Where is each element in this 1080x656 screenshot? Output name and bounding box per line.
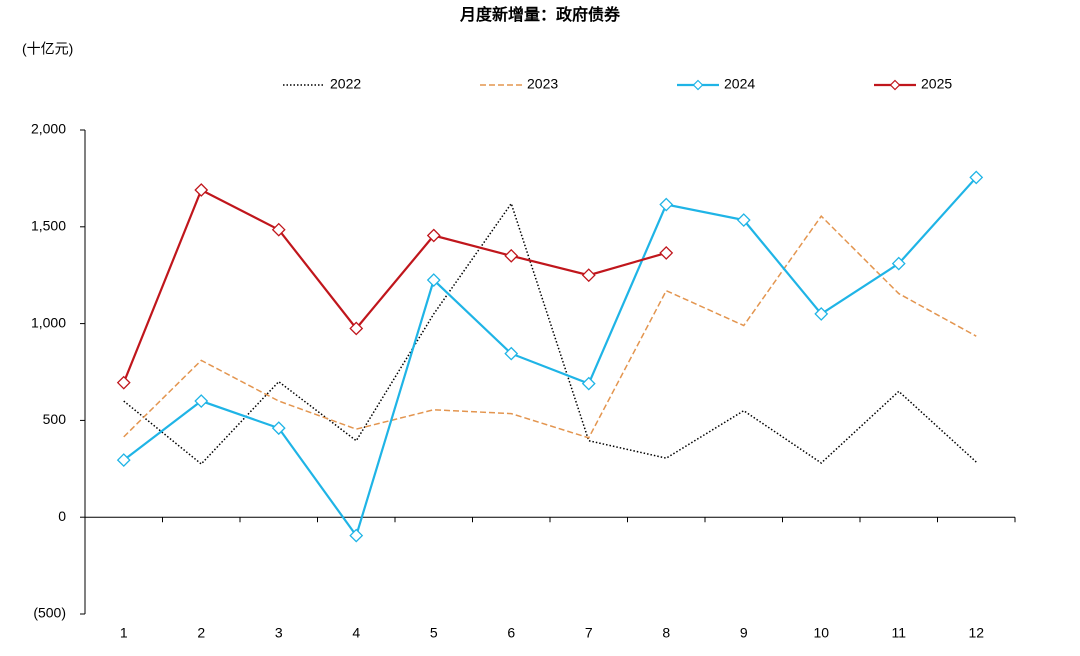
y-tick-label: (500) <box>33 605 66 621</box>
y-axis-label: (十亿元) <box>22 41 73 57</box>
point-marker <box>349 321 364 336</box>
y-tick-label: 500 <box>43 411 67 427</box>
x-tick-label: 7 <box>585 625 593 641</box>
legend-label: 2023 <box>527 76 558 92</box>
point-marker <box>891 256 906 271</box>
point-marker <box>969 170 984 185</box>
legend-marker <box>692 79 704 91</box>
y-tick-label: 1,000 <box>31 314 66 330</box>
x-tick-label: 5 <box>430 625 438 641</box>
point-marker <box>581 268 596 283</box>
point-marker <box>271 421 286 436</box>
y-tick-label: 0 <box>58 508 66 524</box>
point-marker <box>194 394 209 408</box>
point-marker <box>659 246 674 260</box>
x-tick-label: 12 <box>968 625 984 641</box>
point-marker <box>659 197 674 212</box>
series-line <box>122 188 667 384</box>
chart-title: 月度新增量：政府债券 <box>459 5 621 24</box>
legend-marker <box>889 79 901 91</box>
legend-label: 2024 <box>724 76 755 92</box>
point-marker <box>814 307 829 321</box>
x-tick-label: 3 <box>275 625 283 641</box>
point-marker <box>426 228 441 243</box>
point-marker <box>116 375 131 390</box>
point-marker <box>349 528 364 543</box>
x-tick-label: 1 <box>120 625 128 641</box>
series-line <box>123 201 977 465</box>
point-marker <box>194 183 209 197</box>
x-tick-label: 11 <box>891 625 906 641</box>
y-tick-label: 2,000 <box>31 121 66 137</box>
series-line <box>123 214 977 439</box>
point-marker <box>426 273 441 287</box>
point-marker <box>736 213 751 227</box>
x-tick-label: 6 <box>507 625 515 641</box>
point-marker <box>504 248 519 263</box>
point-marker <box>581 376 596 391</box>
legend-label: 2022 <box>330 76 361 92</box>
y-tick-label: 1,500 <box>31 218 66 234</box>
point-marker <box>504 346 519 361</box>
x-tick-label: 9 <box>740 625 748 641</box>
x-tick-label: 8 <box>662 625 670 641</box>
x-tick-label: 2 <box>197 625 205 641</box>
legend-label: 2025 <box>921 76 952 92</box>
point-marker <box>271 222 286 237</box>
point-marker <box>116 453 131 468</box>
x-tick-label: 10 <box>813 625 829 641</box>
series-line <box>123 176 978 539</box>
x-tick-label: 4 <box>352 625 360 641</box>
